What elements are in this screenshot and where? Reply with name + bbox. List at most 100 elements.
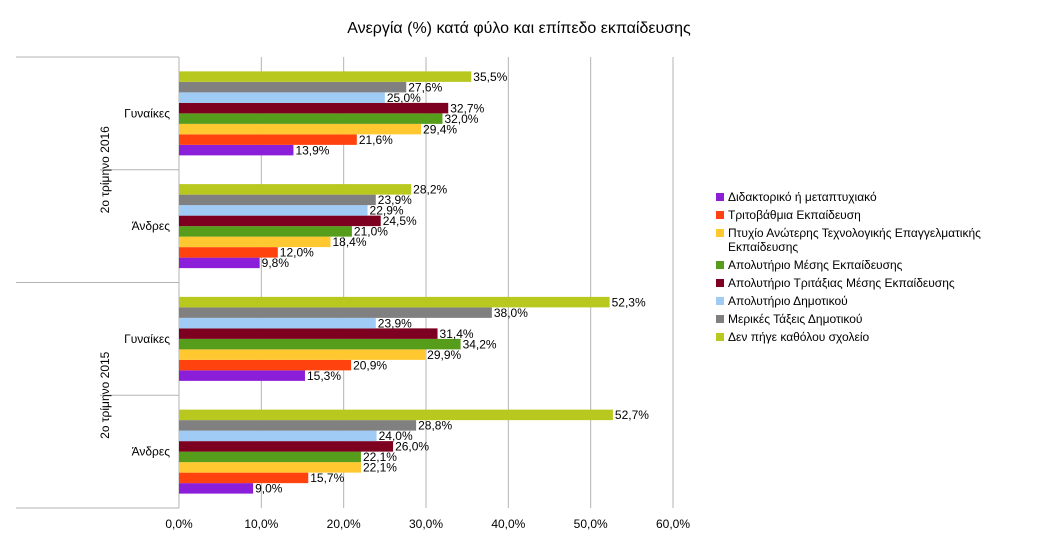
legend-label: Απολυτήριο Τριτάξιας Μέσης Εκπαίδευσης xyxy=(728,276,955,290)
bar xyxy=(179,113,443,124)
x-tick-label: 60,0% xyxy=(656,517,690,531)
bar xyxy=(179,215,381,227)
bar xyxy=(179,92,385,103)
data-label: 23,9% xyxy=(378,193,412,207)
data-label: 34,2% xyxy=(463,337,497,351)
data-label: 21,6% xyxy=(359,133,393,147)
bar xyxy=(179,483,254,494)
data-label: 24,5% xyxy=(383,214,417,228)
x-tick-label: 0,0% xyxy=(165,517,193,531)
data-label: 38,0% xyxy=(494,306,528,320)
data-label: 29,4% xyxy=(423,122,457,136)
data-label: 32,7% xyxy=(450,101,484,115)
legend-item: Διδακτορικό ή μεταπτυχιακό xyxy=(716,190,1036,204)
group-label: 2ο τρίμηνο 2015 xyxy=(98,351,112,439)
data-label: 20,9% xyxy=(353,358,387,372)
data-label: 31,4% xyxy=(440,327,474,341)
bar xyxy=(179,462,361,473)
legend-item: Απολυτήριο Μέσης Εκπαίδευσης xyxy=(716,258,1036,272)
bar xyxy=(179,451,361,463)
data-label: 12,0% xyxy=(280,246,314,260)
x-tick-label: 40,0% xyxy=(491,517,525,531)
data-label: 15,3% xyxy=(307,369,341,383)
data-label: 32,0% xyxy=(444,112,478,126)
bar xyxy=(179,430,377,442)
bar xyxy=(179,370,305,381)
group-label: 2ο τρίμηνο 2016 xyxy=(98,126,112,214)
x-tick-label: 50,0% xyxy=(574,517,608,531)
legend-swatch xyxy=(716,315,724,323)
legend-label: Δεν πήγε καθόλου σχολείο xyxy=(728,330,870,344)
legend-label: Απολυτήριο Μέσης Εκπαίδευσης xyxy=(728,258,903,272)
legend-item: Πτυχίο Ανώτερης Τεχνολογικής Επαγγελματι… xyxy=(716,226,1036,254)
data-label: 26,0% xyxy=(395,440,429,454)
data-label: 52,3% xyxy=(612,295,646,309)
legend-item: Μερικές Τάξεις Δημοτικού xyxy=(716,312,1036,326)
category-label: Γυναίκες xyxy=(124,332,170,346)
chart-legend: Διδακτορικό ή μεταπτυχιακό Τριτοβάθμια Εκ… xyxy=(716,190,1036,348)
category-label: Άνδρες xyxy=(132,445,171,459)
legend-swatch xyxy=(716,261,724,269)
bar xyxy=(179,123,422,135)
data-label: 21,0% xyxy=(354,225,388,239)
bar xyxy=(179,359,352,371)
x-tick-label: 20,0% xyxy=(327,517,361,531)
legend-item: Τριτοβάθμια Εκπαίδευση xyxy=(716,208,1036,222)
bar xyxy=(179,71,472,82)
legend-label: Πτυχίο Ανώτερης Τεχνολογικής Επαγγελματι… xyxy=(728,226,981,254)
data-label: 22,1% xyxy=(363,450,397,464)
legend-swatch xyxy=(716,279,724,287)
bar xyxy=(179,134,357,145)
bar xyxy=(179,349,426,360)
legend-swatch xyxy=(716,297,724,305)
data-label: 28,8% xyxy=(418,419,452,433)
bar xyxy=(179,247,278,258)
legend-item: Απολυτήριο Τριτάξιας Μέσης Εκπαίδευσης xyxy=(716,276,1036,290)
bar xyxy=(179,296,610,308)
bar xyxy=(179,205,368,216)
legend-label: Διδακτορικό ή μεταπτυχιακό xyxy=(728,190,877,204)
bar xyxy=(179,194,376,206)
legend-swatch xyxy=(716,333,724,341)
x-tick-label: 10,0% xyxy=(244,517,278,531)
bar xyxy=(179,144,294,156)
data-label: 22,1% xyxy=(363,461,397,475)
bar xyxy=(179,317,376,329)
legend-swatch xyxy=(716,229,724,237)
data-label: 52,7% xyxy=(615,408,649,422)
data-label: 25,0% xyxy=(387,91,421,105)
data-label: 29,9% xyxy=(427,348,461,362)
data-label: 9,8% xyxy=(262,256,290,270)
category-label: Άνδρες xyxy=(132,219,171,233)
legend-label: Τριτοβάθμια Εκπαίδευση xyxy=(728,208,861,222)
data-label: 13,9% xyxy=(295,143,329,157)
bar xyxy=(179,184,412,195)
bar xyxy=(179,328,438,339)
bar xyxy=(179,441,394,452)
data-label: 24,0% xyxy=(379,429,413,443)
bar xyxy=(179,409,613,421)
data-label: 9,0% xyxy=(255,482,283,496)
legend-item: Δεν πήγε καθόλου σχολείο xyxy=(716,330,1036,344)
bar xyxy=(179,257,260,269)
legend-swatch xyxy=(716,193,724,201)
x-tick-label: 30,0% xyxy=(409,517,443,531)
data-label: 35,5% xyxy=(473,70,507,84)
legend-label: Μερικές Τάξεις Δημοτικού xyxy=(728,312,863,326)
data-label: 18,4% xyxy=(332,235,366,249)
legend-swatch xyxy=(716,211,724,219)
bar xyxy=(179,236,331,248)
bar xyxy=(179,420,417,431)
chart-title: Ανεργία (%) κατά φύλο και επίπεδο εκπαίδ… xyxy=(347,20,691,37)
bar xyxy=(179,307,492,318)
data-label: 28,2% xyxy=(413,183,447,197)
data-label: 22,9% xyxy=(370,204,404,218)
bar xyxy=(179,226,352,237)
data-label: 23,9% xyxy=(378,316,412,330)
legend-item: Απολυτήριο Δημοτικού xyxy=(716,294,1036,308)
legend-label: Απολυτήριο Δημοτικού xyxy=(728,294,848,308)
bar xyxy=(179,338,461,350)
data-label: 15,7% xyxy=(310,471,344,485)
bar xyxy=(179,472,309,484)
